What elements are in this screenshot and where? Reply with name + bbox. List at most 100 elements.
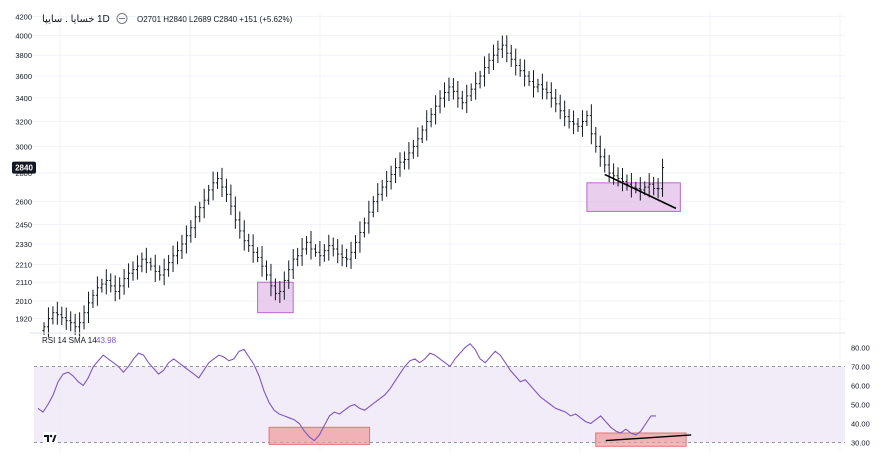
ohlc-bar [354,235,357,259]
collapse-icon[interactable] [116,13,128,24]
ohlc-bar [434,95,438,125]
ohlc-bar [634,181,638,194]
chart-header: خسایا . سایپا 1D O2701 H2840 L2689 C2840… [42,13,293,25]
price-tick-label: 2600 [15,198,32,207]
ohlc-bar [322,244,326,262]
ohlc-bar [180,234,184,259]
timeframe-label[interactable]: 1D [97,14,110,25]
ohlc-bar [309,230,313,260]
ohlc-bar [91,289,95,309]
ohlc-bar [603,148,607,173]
price-tick-label: 3600 [15,72,32,81]
ohlc-bar [158,265,162,281]
price-tick-label: 1920 [15,315,32,324]
ohlc-bar [447,77,451,102]
ohlc-bar [625,174,629,191]
ohlc-bar [523,59,527,87]
ohlc-bar [483,56,487,87]
ohlc-bar [589,104,593,145]
ohlc-bar [87,291,90,323]
ohlc-bar [189,220,193,243]
ohlc-bar [491,44,495,71]
tradingview-logo-icon[interactable] [43,432,57,443]
rsi-trendline [605,434,692,442]
ohlc-bar [100,278,104,293]
ohlc-bar [336,239,340,264]
ohlc-bar [331,237,335,257]
ohlc-bar [340,244,344,267]
ohlc-bar [224,178,228,202]
ohlc-bar [532,70,535,98]
ohlc-bar [73,313,77,335]
ohlc-bar [545,81,549,100]
rsi-tick-label: 40.00 [851,420,870,429]
ohlc-bar [420,125,424,144]
grid [30,12,845,452]
ohlc-bar [176,241,179,265]
price-trendline-layer [604,173,677,210]
rsi-label[interactable]: RSI 14 SMA 14 [42,336,97,345]
ohlc-bar [500,35,504,59]
ohlc-bar [407,142,411,170]
price-tick-label: 2210 [15,260,32,269]
ohlc-bar [238,211,242,239]
ohlc-bar [327,234,331,261]
ohlc-bar [474,72,478,100]
ohlc-bar [256,247,260,263]
rsi-tick-label: 80.00 [851,344,870,353]
ohlc-bar [220,167,224,197]
rsi-legend: RSI 14 SMA 14 43.98 [42,336,117,345]
ohlc-bar [184,225,188,254]
rsi-tick-label: 50.00 [851,401,870,410]
rsi-pane [34,342,845,447]
ohlc-bar [140,252,144,273]
price-tick-label: 4000 [15,31,32,40]
ohlc-bar [527,71,531,86]
ohlc-bar [282,271,286,300]
ohlc-bar [247,233,251,252]
ohlc-bar [78,312,82,337]
ohlc-bar [278,281,282,303]
ohlc-bar [425,110,429,141]
ohlc-bar [269,263,273,297]
ohlc-bar [465,84,469,113]
symbol-name[interactable]: خسایا . سایپا [42,14,95,25]
price-tick-label: 4200 [15,13,32,22]
ohlc-bar [647,173,651,198]
ohlc-bar [149,257,153,271]
rsi-axis[interactable]: 80.00 70.00 60.00 50.00 40.00 30.00 [851,344,870,448]
ohlc-bar [207,184,211,205]
ohlc-bar [402,151,406,170]
ohlc-bar [265,260,268,281]
ohlc-bar [345,248,349,268]
ohlc-bar [273,278,277,301]
ohlc-bar [162,258,166,286]
price-tick-label: 3200 [15,118,32,127]
rsi-highlight-box [268,426,371,445]
ohlc-bar [202,188,206,219]
ohlc-bar [398,152,402,177]
ohlc-bar [104,269,108,295]
ohlc-readout: O2701 H2840 L2689 C2840 +151 (+5.62%) [137,15,293,24]
ohlc-bar [233,196,237,229]
ohlc-bar [371,196,375,218]
ohlc-bar [46,307,50,338]
ohlc-bar [113,275,117,302]
ohlc-bar [211,171,215,201]
ohlc-bar [509,44,513,67]
ohlc-bar [661,158,665,197]
last-price-tag: 2840 [12,161,36,174]
ohlc-bar [127,263,131,288]
price-tick-label: 3800 [15,51,32,60]
price-tick-label: 3000 [15,142,32,151]
rsi-highlight-box [595,432,687,447]
rsi-tick-label: 70.00 [851,363,870,372]
ohlc-bar [64,307,68,330]
ohlc-bar [536,78,540,93]
ohlc-bar [313,244,317,257]
ohlc-bar [109,273,113,293]
ohlc-bar [612,163,616,185]
ohlc-bar [585,110,589,127]
ohlc-bar [443,82,446,108]
